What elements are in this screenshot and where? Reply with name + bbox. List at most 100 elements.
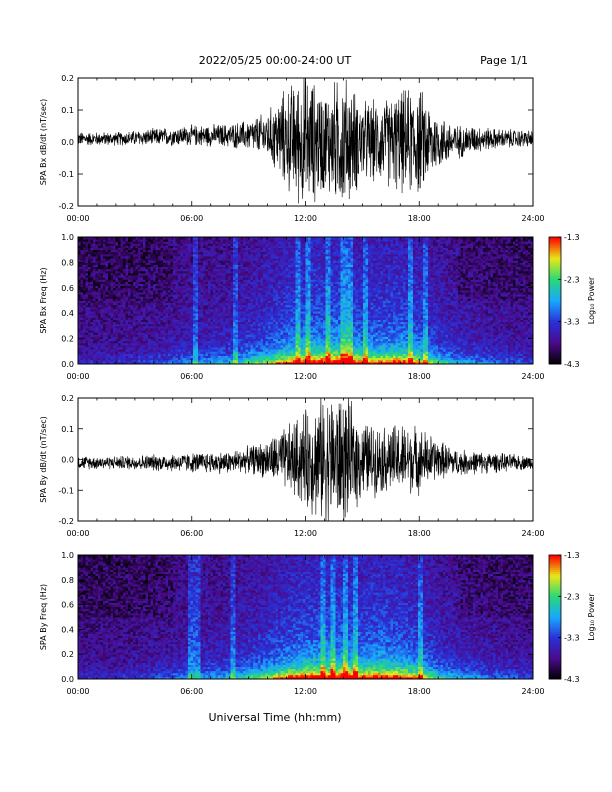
spectrogram-cell bbox=[243, 308, 246, 312]
spectrogram-cell bbox=[115, 323, 119, 327]
spectrogram-cell bbox=[113, 325, 116, 329]
spectrogram-cell bbox=[238, 251, 241, 255]
spectrogram-cell bbox=[193, 321, 196, 325]
spectrogram-cell bbox=[110, 277, 114, 280]
spectrogram-cell bbox=[150, 245, 154, 248]
spectrogram-cell bbox=[250, 241, 254, 244]
spectrogram-cell bbox=[150, 328, 154, 331]
spectrogram-cell bbox=[88, 349, 91, 352]
spectrogram-cell bbox=[130, 262, 134, 265]
spectrogram-cell bbox=[175, 270, 179, 274]
spectrogram-cell bbox=[265, 243, 269, 246]
spectrogram-cell bbox=[220, 256, 224, 259]
spectrogram-cell bbox=[230, 266, 234, 270]
spectrogram-cell bbox=[98, 340, 101, 344]
spectrogram-cell bbox=[280, 289, 284, 293]
spectrogram-cell bbox=[250, 353, 254, 356]
spectrogram-cell bbox=[140, 239, 144, 242]
spectrogram-cell bbox=[213, 247, 216, 251]
spectrogram-cell bbox=[198, 256, 201, 259]
spectrogram-cell bbox=[103, 313, 106, 316]
spectrogram-cell bbox=[158, 338, 161, 342]
spectrogram-cell bbox=[90, 338, 94, 342]
spectrogram-cell bbox=[158, 294, 161, 297]
spectrogram-cell bbox=[240, 351, 244, 354]
y-tick-label: -0.1 bbox=[58, 170, 74, 179]
spectrogram-cell bbox=[185, 239, 189, 242]
spectrogram-cell bbox=[273, 289, 276, 293]
spectrogram-cell bbox=[225, 239, 229, 242]
spectrogram-cell bbox=[135, 300, 139, 304]
spectrogram-cell bbox=[243, 361, 246, 365]
spectrogram-cell bbox=[98, 355, 101, 359]
spectrogram-cell bbox=[255, 249, 259, 253]
spectrogram-cell bbox=[235, 264, 239, 268]
spectrogram-cell bbox=[115, 279, 119, 282]
spectrogram-cell bbox=[185, 302, 189, 306]
spectrogram-cell bbox=[125, 296, 129, 299]
spectrogram-cell bbox=[270, 321, 274, 325]
spectrogram-cell bbox=[178, 306, 181, 310]
spectrogram-cell bbox=[155, 256, 159, 259]
spectrogram-cell bbox=[218, 361, 221, 365]
spectrogram-cell bbox=[123, 249, 126, 253]
spectrogram-cell bbox=[223, 245, 226, 248]
spectrogram-cell bbox=[225, 355, 229, 359]
spectrogram-cell bbox=[105, 306, 109, 310]
spectrogram-cell bbox=[135, 296, 139, 299]
spectrogram-cell bbox=[138, 306, 141, 310]
spectrogram-cell bbox=[138, 241, 141, 244]
spectrogram-cell bbox=[168, 270, 171, 274]
spectrogram-cell bbox=[273, 256, 276, 259]
spectrogram-cell bbox=[183, 304, 186, 308]
spectrogram-cell bbox=[178, 258, 181, 261]
spectrogram-cell bbox=[83, 262, 86, 265]
spectrogram-cell bbox=[253, 270, 256, 274]
spectrogram-cell bbox=[255, 247, 259, 251]
spectrogram-cell bbox=[135, 304, 139, 308]
spectrogram-cell bbox=[170, 294, 174, 297]
spectrogram-cell bbox=[198, 330, 201, 333]
spectrogram-cell bbox=[228, 351, 231, 354]
spectrogram-cell bbox=[168, 287, 171, 291]
spectrogram-cell bbox=[138, 272, 141, 276]
spectrogram-cell bbox=[278, 306, 281, 310]
spectrogram-cell bbox=[273, 344, 276, 348]
spectrogram-cell bbox=[100, 300, 104, 304]
spectrogram-cell bbox=[278, 247, 281, 251]
spectrogram-cell bbox=[195, 319, 199, 323]
spectrogram-cell bbox=[188, 347, 191, 350]
spectrogram-cell bbox=[275, 281, 279, 284]
spectrogram-cell bbox=[85, 306, 89, 310]
spectrogram-cell bbox=[180, 241, 184, 244]
spectrogram-cell bbox=[235, 285, 239, 289]
spectrogram-cell bbox=[228, 266, 231, 270]
spectrogram-cell bbox=[163, 349, 166, 352]
spectrogram-cell bbox=[105, 336, 109, 339]
spectrogram-cell bbox=[170, 355, 174, 359]
spectrogram-cell bbox=[195, 321, 199, 325]
spectrogram-cell bbox=[150, 256, 154, 259]
spectrogram-cell bbox=[145, 256, 149, 259]
spectrogram-cell bbox=[213, 347, 216, 350]
spectrogram-cell bbox=[170, 308, 174, 312]
spectrogram-cell bbox=[233, 294, 236, 297]
spectrogram-cell bbox=[183, 239, 186, 242]
spectrogram-cell bbox=[188, 357, 191, 361]
spectrogram-cell bbox=[275, 342, 279, 346]
spectrogram-cell bbox=[280, 264, 284, 268]
spectrogram-cell bbox=[78, 277, 81, 280]
spectrogram-cell bbox=[140, 237, 144, 240]
spectrogram-cell bbox=[213, 262, 216, 265]
spectrogram-cell bbox=[165, 237, 169, 240]
spectrogram-cell bbox=[160, 272, 164, 276]
spectrogram-cell bbox=[170, 287, 174, 291]
spectrogram-cell bbox=[80, 292, 84, 295]
spectrogram-cell bbox=[78, 332, 81, 335]
spectrogram-cell bbox=[255, 336, 259, 339]
spectrogram-cell bbox=[248, 264, 251, 268]
spectrogram-cell bbox=[83, 243, 86, 246]
spectrogram-cell bbox=[193, 262, 196, 265]
spectrogram-cell bbox=[270, 351, 274, 354]
spectrogram-cell bbox=[90, 319, 94, 323]
